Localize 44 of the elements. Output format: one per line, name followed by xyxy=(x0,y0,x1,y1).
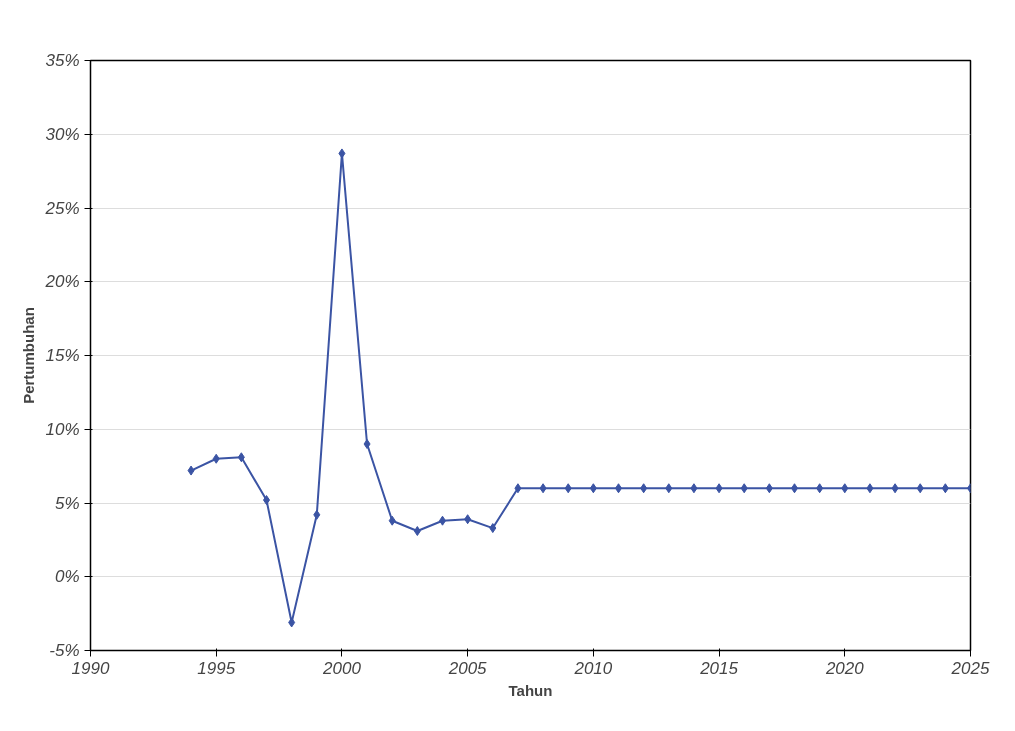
point xyxy=(388,515,396,526)
point xyxy=(866,483,874,494)
point xyxy=(740,483,748,494)
y-tick-label: 0% xyxy=(54,567,80,587)
x-tick-label: 2010 xyxy=(573,658,613,678)
point xyxy=(313,509,321,520)
x-tick-label: 2000 xyxy=(322,658,362,678)
point xyxy=(916,483,924,494)
point xyxy=(564,483,572,494)
point xyxy=(891,483,899,494)
x-tick-label: 2015 xyxy=(699,658,739,678)
x-axis-title: Tahun xyxy=(508,681,553,699)
y-tick-label: 35% xyxy=(45,51,80,70)
y-tick-label: 30% xyxy=(45,124,80,144)
y-axis-title: Pertumbuhan xyxy=(20,307,38,404)
y-tick-label: 5% xyxy=(54,493,80,513)
y-tick-label: 20% xyxy=(44,272,80,292)
point xyxy=(514,483,522,494)
point xyxy=(765,483,773,494)
y-tick-label: 25% xyxy=(44,198,80,218)
x-tick-label: 2005 xyxy=(447,658,488,678)
point xyxy=(690,483,698,494)
point xyxy=(715,483,723,494)
point xyxy=(589,483,597,494)
x-tick-label: 2025 xyxy=(950,658,990,678)
point xyxy=(212,453,220,464)
point xyxy=(665,483,673,494)
point xyxy=(489,523,497,534)
point xyxy=(841,483,849,494)
point xyxy=(816,483,824,494)
point xyxy=(640,483,648,494)
x-tick-label: 1990 xyxy=(71,658,110,678)
point xyxy=(941,483,949,494)
x-tick-label: 1995 xyxy=(197,658,236,678)
point xyxy=(539,483,547,494)
point xyxy=(237,452,245,463)
point xyxy=(363,439,371,449)
y-tick-label: -5% xyxy=(49,641,80,660)
x-tick-label: 2020 xyxy=(824,658,865,678)
point xyxy=(464,514,472,525)
point xyxy=(187,465,195,476)
y-tick-label: 15% xyxy=(45,346,80,365)
point xyxy=(413,526,421,537)
y-tick-label: 10% xyxy=(45,419,80,439)
